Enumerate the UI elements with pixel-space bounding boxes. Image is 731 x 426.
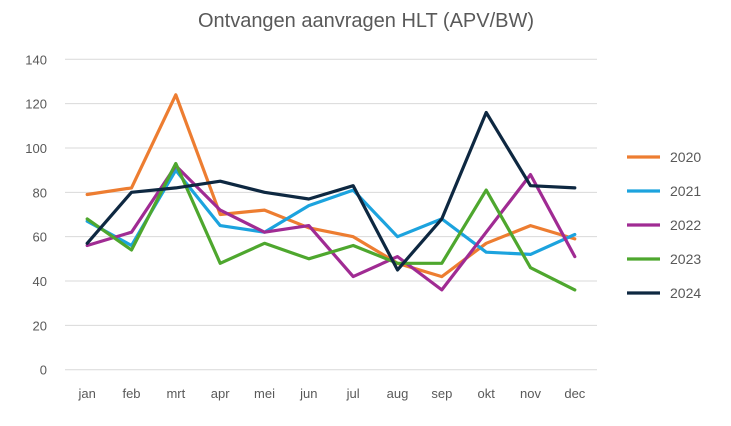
y-tick-label: 140	[25, 52, 47, 67]
x-tick-label: feb	[122, 386, 140, 401]
series-line-2022	[85, 164, 577, 292]
legend-label: 2021	[670, 183, 701, 199]
x-tick-label: apr	[211, 386, 230, 401]
x-tick-label: mrt	[166, 386, 185, 401]
legend-label: 2024	[670, 285, 701, 301]
series-line-2020	[85, 93, 577, 279]
x-tick-label: jan	[77, 386, 95, 401]
legend-label: 2020	[670, 149, 701, 165]
x-tick-label: dec	[564, 386, 585, 401]
series-line-2023	[85, 161, 577, 292]
y-tick-label: 80	[33, 185, 47, 200]
legend-label: 2023	[670, 251, 701, 267]
x-axis-labels: jan feb mrt apr mei jun jul aug sep okt nov dec	[77, 386, 585, 401]
y-tick-label: 20	[33, 318, 47, 333]
series-line-2024	[85, 110, 577, 272]
y-tick-label: 100	[25, 141, 47, 156]
legend: 2020 2021 2022 2023 2024	[627, 149, 701, 301]
x-tick-label: aug	[387, 386, 409, 401]
y-axis-labels: 0 20 40 60 80 100 120 140	[25, 52, 47, 377]
x-tick-label: okt	[477, 386, 495, 401]
chart-title: Ontvangen aanvragen HLT (APV/BW)	[198, 10, 534, 32]
x-tick-label: jul	[346, 386, 360, 401]
x-tick-label: nov	[520, 386, 541, 401]
x-tick-label: jun	[299, 386, 317, 401]
x-tick-label: sep	[431, 386, 452, 401]
y-tick-label: 40	[33, 274, 47, 289]
series-lines	[85, 93, 577, 292]
y-tick-label: 0	[40, 363, 47, 378]
x-tick-label: mei	[254, 386, 275, 401]
legend-label: 2022	[670, 217, 701, 233]
y-tick-label: 60	[33, 230, 47, 245]
y-tick-label: 120	[25, 97, 47, 112]
series-line-2021	[85, 168, 577, 256]
